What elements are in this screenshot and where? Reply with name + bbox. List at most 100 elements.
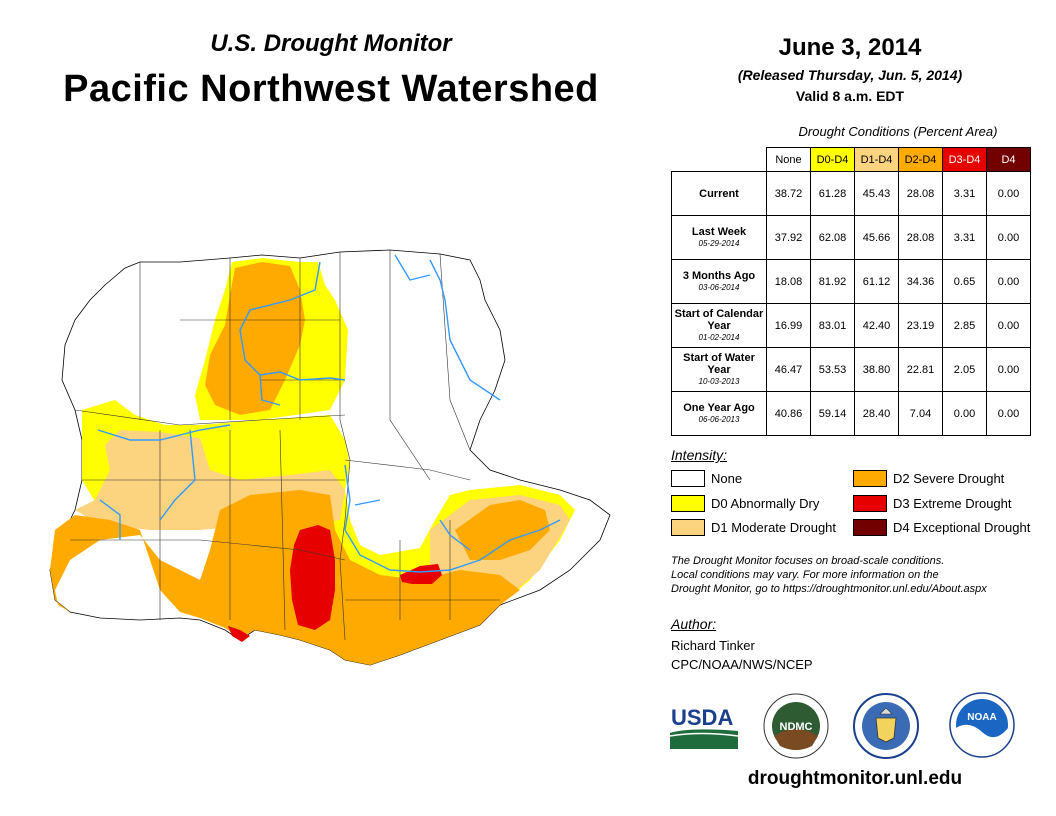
table-cell: 0.00 [986, 215, 1031, 260]
valid-time: Valid 8 a.m. EDT [795, 88, 905, 104]
legend-label: None [711, 471, 743, 486]
usda-logo: USDA [670, 705, 738, 749]
table-cell: 0.00 [986, 347, 1031, 392]
table-cell: 38.80 [854, 347, 899, 392]
table-cell: 34.36 [898, 259, 943, 304]
table-row: Start of Water Year 10-03-2013 46.47 53.5… [671, 347, 1031, 392]
legend-label: D4 Exceptional Drought [893, 520, 1031, 535]
table-cell: 2.05 [942, 347, 987, 392]
table-cell: 28.08 [898, 171, 943, 216]
legend-swatch [853, 495, 887, 512]
table-cell: 0.00 [986, 259, 1031, 304]
map-date: June 3, 2014 [778, 34, 922, 61]
row-label: Current [699, 187, 739, 200]
row-label: Start of Calendar Year [674, 307, 764, 332]
table-cell: 0.00 [986, 303, 1031, 348]
table-title: Drought Conditions (Percent Area) [798, 124, 998, 139]
table-cell: 2.85 [942, 303, 987, 348]
table-row: Current 38.72 61.28 45.43 28.08 3.31 0.0… [671, 171, 1031, 216]
table-cell: 38.72 [766, 171, 811, 216]
table-cell: 16.99 [766, 303, 811, 348]
note-line: The Drought Monitor focuses on broad-sca… [671, 555, 945, 567]
row-date: 01-02-2014 [698, 332, 740, 342]
legend-item-d1: D1 Moderate Drought [671, 519, 836, 536]
row-label: One Year Ago [683, 401, 755, 414]
note-line: Drought Monitor, go to https://droughtmo… [671, 583, 987, 595]
author-title: Author: [671, 616, 717, 632]
table-cell: 0.65 [942, 259, 987, 304]
disclaimer-note: The Drought Monitor focuses on broad-sca… [671, 554, 1041, 596]
map-title: Pacific Northwest Watershed [63, 68, 599, 110]
row-date: 05-29-2014 [698, 238, 740, 248]
legend-label: D1 Moderate Drought [711, 520, 837, 535]
table-cell: 28.40 [854, 391, 899, 436]
d2-severe-drought-area [455, 500, 550, 560]
row-date: 10-03-2013 [698, 376, 740, 386]
legend-label: D3 Extreme Drought [893, 496, 1012, 511]
row-label: Last Week [691, 225, 747, 238]
col-header-d4: D4 [986, 147, 1031, 172]
note-line: Local conditions may vary. For more info… [671, 569, 939, 581]
d3-extreme-drought-area [290, 525, 335, 630]
table-cell: 40.86 [766, 391, 811, 436]
table-cell: 53.53 [810, 347, 855, 392]
table-cell: 28.08 [898, 215, 943, 260]
row-date: 03-06-2014 [698, 282, 740, 292]
table-cell: 3.31 [942, 171, 987, 216]
legend-label: D0 Abnormally Dry [711, 496, 820, 511]
table-cell: 46.47 [766, 347, 811, 392]
table-row: Start of Calendar Year 01-02-2014 16.99 8… [671, 303, 1031, 348]
legend-item-d2: D2 Severe Drought [853, 470, 1004, 487]
doc-seal-logo [853, 693, 919, 759]
table-cell: 3.31 [942, 215, 987, 260]
table-cell: 62.08 [810, 215, 855, 260]
ndmc-logo-text: NDMC [780, 721, 813, 733]
table-cell: 0.00 [942, 391, 987, 436]
table-row: Last Week 05-29-2014 37.92 62.08 45.66 28… [671, 215, 1031, 260]
county-boundaries [70, 250, 500, 641]
table-cell: 45.66 [854, 215, 899, 260]
drought-map [49, 249, 611, 666]
legend-swatch [671, 470, 705, 487]
col-header-d1-d4: D1-D4 [854, 147, 899, 172]
col-header-d2-d4: D2-D4 [898, 147, 943, 172]
noaa-logo-text: NOAA [967, 712, 996, 723]
table-cell: 0.00 [986, 391, 1031, 436]
table-cell: 81.92 [810, 259, 855, 304]
table-cell: 45.43 [854, 171, 899, 216]
table-cell: 59.14 [810, 391, 855, 436]
legend-swatch [671, 495, 705, 512]
table-cell: 22.81 [898, 347, 943, 392]
col-header-d3-d4: D3-D4 [942, 147, 987, 172]
table-row: One Year Ago 06-06-2013 40.86 59.14 28.40… [671, 391, 1031, 436]
legend-item-d3: D3 Extreme Drought [853, 495, 1012, 512]
table-cell: 61.12 [854, 259, 899, 304]
d3-extreme-drought-area [400, 564, 442, 584]
legend-label: D2 Severe Drought [893, 471, 1005, 486]
drought-stats-table: None D0-D4 D1-D4 D2-D4 D3-D4 D4 Current … [671, 147, 1031, 436]
row-date: 06-06-2013 [698, 414, 740, 424]
legend-item-none: None [671, 470, 742, 487]
row-label: 3 Months Ago [682, 269, 756, 282]
legend-swatch [853, 519, 887, 536]
table-row: 3 Months Ago 03-06-2014 18.08 81.92 61.12… [671, 259, 1031, 304]
legend-swatch [853, 470, 887, 487]
table-cell: 23.19 [898, 303, 943, 348]
table-cell: 61.28 [810, 171, 855, 216]
d3-extreme-drought-area [228, 626, 250, 642]
ndmc-logo: NDMC [763, 693, 829, 759]
author-name: Richard Tinker [671, 638, 755, 653]
legend-title: Intensity: [671, 447, 728, 463]
footer-url[interactable]: droughtmonitor.unl.edu [747, 768, 963, 789]
rivers [97, 254, 561, 573]
author-org: CPC/NOAA/NWS/NCEP [671, 657, 813, 672]
table-cell: 42.40 [854, 303, 899, 348]
table-cell: 18.08 [766, 259, 811, 304]
table-cell: 7.04 [898, 391, 943, 436]
legend-item-d0: D0 Abnormally Dry [671, 495, 819, 512]
table-cell: 0.00 [986, 171, 1031, 216]
release-date: (Released Thursday, Jun. 5, 2014) [737, 67, 963, 83]
table-cell: 83.01 [810, 303, 855, 348]
legend-item-d4: D4 Exceptional Drought [853, 519, 1030, 536]
map-subtitle: U.S. Drought Monitor [210, 30, 452, 57]
